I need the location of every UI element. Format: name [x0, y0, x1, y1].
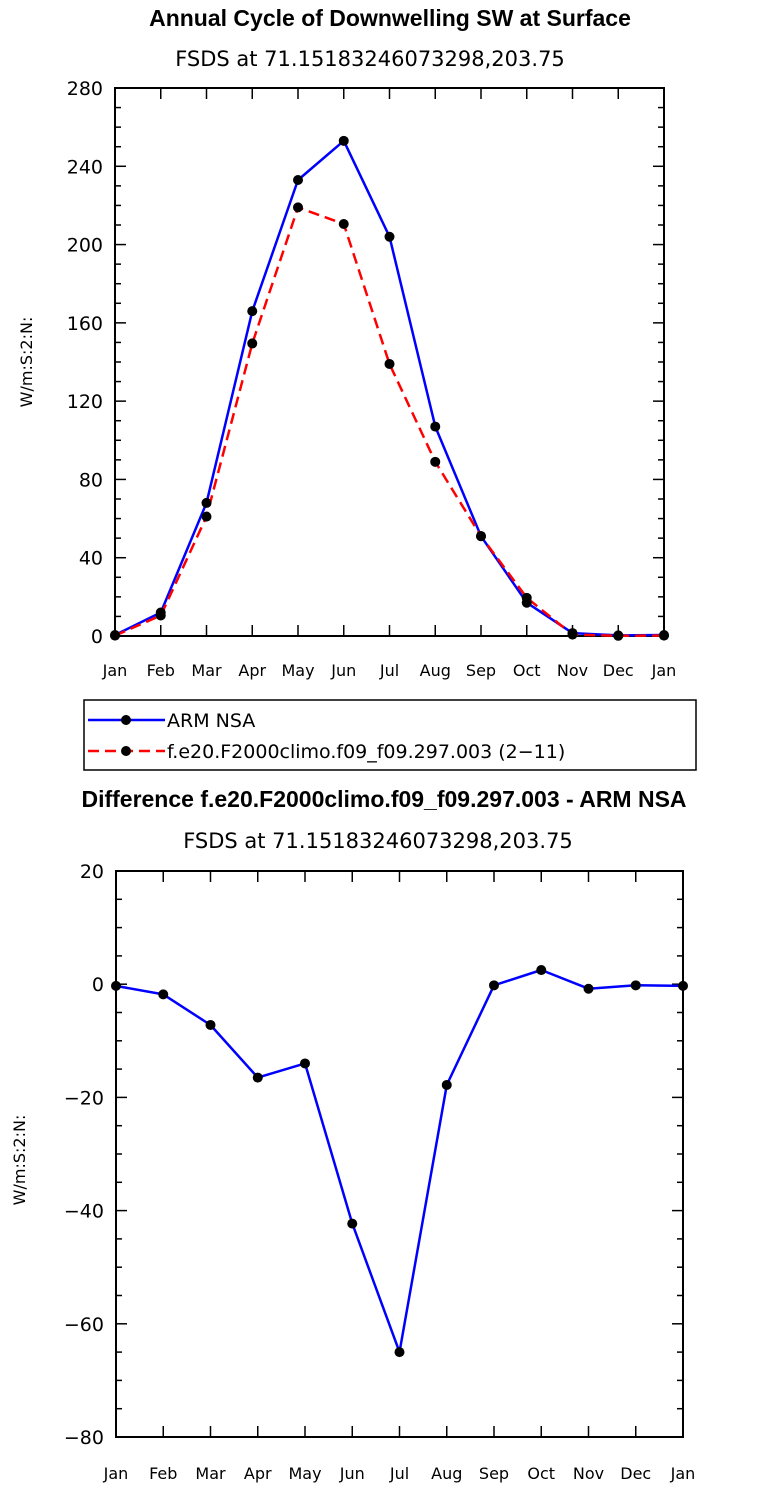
x-tick-label: Aug [431, 1464, 462, 1483]
data-point [384, 358, 395, 369]
data-point [567, 629, 578, 640]
x-tick-label: Dec [603, 661, 634, 680]
y-tick-label: 120 [67, 391, 103, 413]
x-tick-label: May [288, 1464, 321, 1483]
x-tick-label: Jan [102, 661, 128, 680]
x-tick-label: Apr [238, 661, 266, 680]
x-tick-label: Jun [339, 1464, 365, 1483]
data-point [630, 980, 641, 991]
data-point [338, 219, 349, 230]
legend-label-arm: ARM NSA [167, 710, 255, 732]
chart-title: Annual Cycle of Downwelling SW at Surfac… [149, 5, 631, 31]
data-point [201, 497, 212, 508]
data-point [384, 231, 395, 242]
legend: ARM NSA f.e20.F2000climo.f09_f09.297.003… [83, 699, 697, 771]
x-tick-label: Dec [620, 1464, 651, 1483]
data-point [247, 338, 258, 349]
x-tick-label: Feb [147, 661, 175, 680]
x-tick-label: Oct [527, 1464, 555, 1483]
x-tick-label: Jan [670, 1464, 696, 1483]
legend-label-model: f.e20.F2000climo.f09_f09.297.003 (2−11) [167, 741, 565, 763]
data-point [347, 1218, 358, 1229]
data-point [293, 174, 303, 185]
data-point [678, 980, 688, 991]
y-tick-label: 200 [67, 235, 103, 257]
difference-panel: Difference f.e20.F2000climo.f09_f09.297.… [10, 786, 695, 1483]
data-point [111, 980, 121, 991]
x-tick-label: Feb [149, 1464, 177, 1483]
chart-title: Difference f.e20.F2000climo.f09_f09.297.… [81, 786, 686, 812]
data-point [338, 135, 349, 146]
chart-subtitle: FSDS at 71.15183246073298,203.75 [183, 829, 573, 853]
x-tick-label: Nov [557, 661, 588, 680]
x-tick-label: Mar [191, 661, 222, 680]
y-tick-label: −60 [64, 1314, 104, 1336]
y-tick-label: 40 [79, 548, 103, 570]
data-point [205, 1019, 216, 1030]
data-point [247, 306, 258, 317]
x-tick-label: Sep [479, 1464, 509, 1483]
y-tick-label: 160 [67, 313, 103, 335]
x-tick-label: Nov [573, 1464, 604, 1483]
y-tick-label: 20 [80, 861, 104, 883]
series-line-0 [115, 968, 684, 1354]
data-point [659, 630, 669, 641]
y-tick-label: −80 [64, 1427, 104, 1449]
x-tick-label: Sep [466, 661, 496, 680]
data-point [110, 630, 120, 641]
data-point [158, 989, 169, 1000]
x-tick-label: Aug [420, 661, 451, 680]
y-tick-label: −40 [64, 1201, 104, 1223]
series-line-0 [114, 139, 665, 637]
y-tick-label: 240 [67, 156, 103, 178]
data-point [476, 531, 486, 542]
data-point [613, 630, 624, 641]
x-tick-label: Jan [651, 661, 677, 680]
data-point [583, 983, 594, 994]
data-point [293, 202, 303, 213]
data-point [201, 511, 212, 522]
x-tick-label: Jul [379, 661, 399, 680]
data-point [430, 456, 441, 467]
data-point [536, 965, 547, 976]
data-point [300, 1058, 310, 1069]
data-point [521, 592, 532, 603]
data-point [394, 1347, 405, 1358]
legend-marker-model [121, 746, 131, 756]
legend-box [83, 699, 697, 771]
data-point [430, 421, 441, 432]
x-tick-label: Oct [513, 661, 541, 680]
y-tick-label: 280 [67, 78, 103, 100]
annual-cycle-panel: Annual Cycle of Downwelling SW at Surfac… [17, 5, 676, 680]
legend-marker-arm [121, 715, 131, 725]
chart-subtitle: FSDS at 71.15183246073298,203.75 [175, 47, 565, 71]
data-point [252, 1072, 263, 1083]
x-tick-label: May [281, 661, 314, 680]
y-tick-label: −20 [64, 1087, 104, 1109]
series-line-1 [114, 206, 665, 638]
y-axis-label: W/m:S:2:N: [10, 1115, 29, 1206]
x-tick-label: Jul [389, 1464, 409, 1483]
x-tick-label: Apr [244, 1464, 272, 1483]
data-point [489, 980, 499, 991]
y-tick-label: 0 [92, 974, 104, 996]
y-axis-label: W/m:S:2:N: [17, 317, 36, 408]
x-tick-label: Jun [330, 661, 356, 680]
data-point [441, 1079, 452, 1090]
data-point [155, 610, 166, 621]
y-tick-label: 0 [91, 626, 103, 648]
y-tick-label: 80 [79, 469, 103, 491]
x-tick-label: Jan [103, 1464, 129, 1483]
x-tick-label: Mar [195, 1464, 226, 1483]
